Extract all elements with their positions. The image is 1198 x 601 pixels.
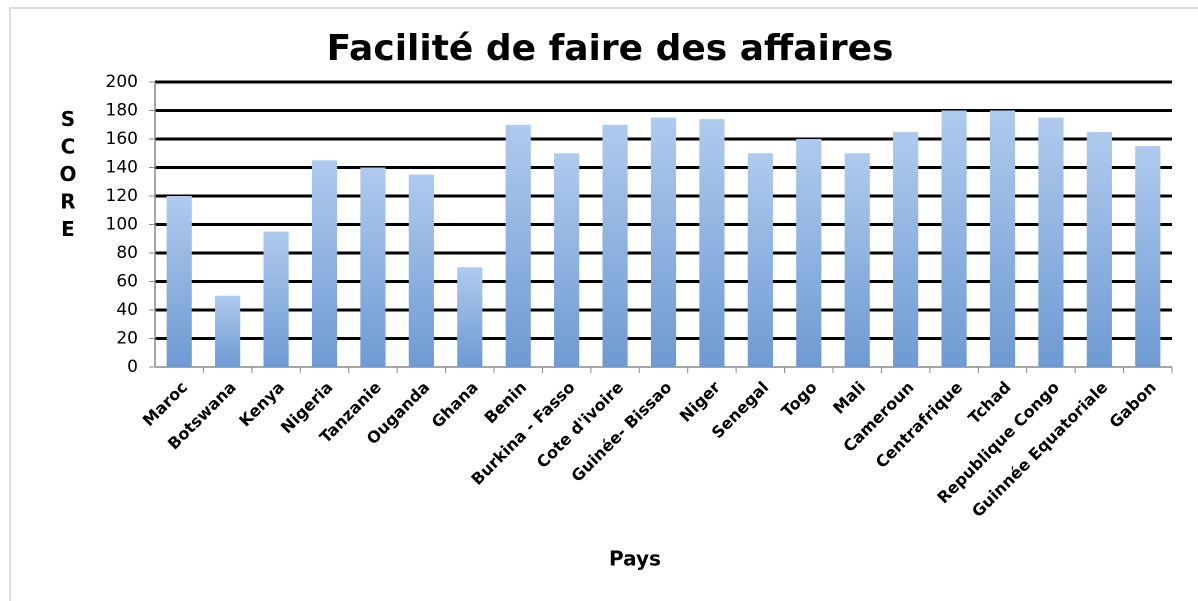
bar <box>941 110 967 367</box>
y-tick-label: 180 <box>106 101 138 121</box>
y-tick-label: 120 <box>106 186 138 206</box>
y-tick-label: 60 <box>116 272 138 292</box>
bar <box>360 167 386 367</box>
bar <box>650 117 677 367</box>
bar <box>1038 117 1064 367</box>
y-tick-label: 80 <box>116 243 138 263</box>
y-tick-label: 100 <box>106 215 138 235</box>
bar <box>166 196 192 367</box>
y-tick-label: 0 <box>127 357 138 377</box>
bar <box>311 160 338 367</box>
x-tick-label: Gabon <box>1106 378 1160 432</box>
bar <box>893 131 919 367</box>
bar <box>408 174 434 367</box>
bar <box>215 295 241 367</box>
x-tick-label: Cote d'ivoire <box>533 377 627 471</box>
y-tick-label: 200 <box>106 72 138 92</box>
x-tick-label: Centrafrique <box>872 377 966 471</box>
bar <box>263 231 289 367</box>
y-tick-label: 160 <box>106 129 138 149</box>
bar <box>989 110 1016 367</box>
y-tick-label: 20 <box>116 329 138 349</box>
y-tick-label: 140 <box>106 158 138 178</box>
bar <box>796 139 822 367</box>
bar <box>554 153 580 367</box>
x-tick-label: Mali <box>829 378 869 418</box>
bar <box>1135 146 1161 367</box>
bar <box>602 124 628 367</box>
chart-title: Facilité de faire des affaires <box>327 28 894 69</box>
bar <box>457 267 483 367</box>
x-axis-label: Pays <box>609 547 661 571</box>
chart-border <box>9 7 1198 601</box>
bar <box>1086 131 1112 367</box>
x-tick-label: Ghana <box>428 378 482 432</box>
x-tick-label: Togo <box>777 378 820 421</box>
y-tick-label: 40 <box>116 300 138 320</box>
bar <box>844 153 870 367</box>
bar <box>505 124 531 367</box>
bar <box>747 153 773 367</box>
bar <box>699 119 725 367</box>
